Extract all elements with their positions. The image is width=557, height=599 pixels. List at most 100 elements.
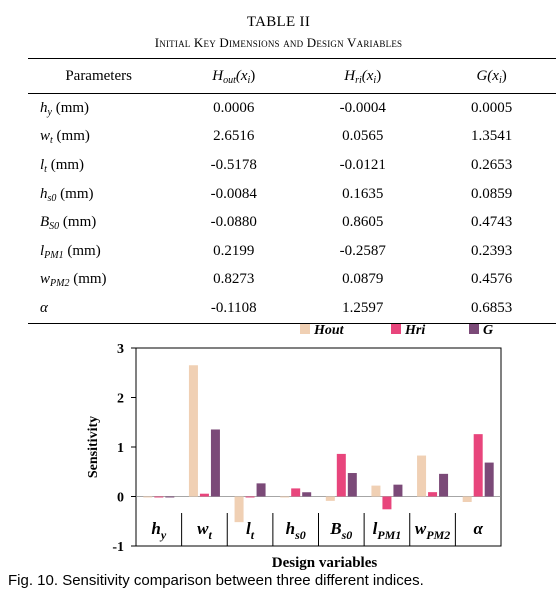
header-hri-sub: ri xyxy=(355,74,362,86)
param-unit: (mm) xyxy=(46,156,85,173)
y-tick-label: 2 xyxy=(117,392,124,407)
header-hout: Hout(xi) xyxy=(169,58,299,94)
header-hri-arg: (x xyxy=(361,67,374,84)
bar-hout xyxy=(371,485,381,497)
bar-g xyxy=(302,492,312,497)
y-tick-label: 0 xyxy=(117,491,124,506)
header-hout-sub: out xyxy=(223,74,236,86)
table-row: hy (mm) 0.0006 -0.0004 0.0005 xyxy=(28,94,556,123)
param-subscript: t xyxy=(50,135,53,147)
parameter-cell: lt (mm) xyxy=(28,151,169,180)
g-value: 0.4743 xyxy=(470,214,513,231)
param-symbol: l xyxy=(40,156,45,173)
bar-hri xyxy=(154,496,164,498)
hout-value: 0.8273 xyxy=(213,271,255,288)
legend-label: G xyxy=(483,323,493,338)
bar-hout xyxy=(417,455,427,497)
param-subscript: PM2 xyxy=(50,278,70,290)
bar-hout xyxy=(188,365,198,497)
table-row: BS0 (mm) -0.0880 0.8605 0.4743 xyxy=(28,208,556,237)
bar-hout xyxy=(280,496,290,498)
bar-hri xyxy=(428,492,438,497)
bar-hri xyxy=(382,496,392,510)
hout-value: 2.6516 xyxy=(213,128,255,145)
category-label-main: h xyxy=(286,519,295,538)
category-label-main: α xyxy=(473,519,483,538)
bar-hout xyxy=(462,496,472,502)
bar-hri xyxy=(199,493,209,497)
hri-value: 0.0879 xyxy=(342,271,384,288)
hout-value: -0.0880 xyxy=(210,214,257,231)
y-tick-label: -1 xyxy=(112,540,124,555)
param-unit: (mm) xyxy=(63,242,101,259)
category-label-sub: s0 xyxy=(294,528,306,542)
param-unit: (mm) xyxy=(56,185,94,202)
header-g-main: G xyxy=(476,67,488,84)
header-hri: Hri(xi) xyxy=(298,58,428,94)
header-hout-main: H xyxy=(212,67,224,84)
g-value: 0.6853 xyxy=(427,294,556,324)
legend-label: Hri xyxy=(404,323,425,338)
bar-hri xyxy=(473,434,483,497)
header-g-arg: (x xyxy=(487,67,499,84)
table-row: hs0 (mm) -0.0084 0.1635 0.0859 xyxy=(28,180,556,209)
header-parameters: Parameters xyxy=(28,58,170,94)
category-label-sub: t xyxy=(251,528,255,542)
category-label-sub: t xyxy=(208,528,212,542)
category-label: lPM1 xyxy=(373,519,402,542)
bar-g xyxy=(256,483,266,497)
header-hri-main: H xyxy=(344,67,356,84)
param-subscript: s0 xyxy=(47,192,57,204)
g-value: 0.2393 xyxy=(470,242,513,259)
param-symbol: l xyxy=(40,242,45,259)
y-axis-title: Sensitivity xyxy=(86,416,101,478)
table-subtitle: Initial Key Dimensions and Design Variab… xyxy=(154,35,403,50)
bar-hout xyxy=(325,496,335,501)
category-label-main: B xyxy=(329,519,341,538)
category-label-main: l xyxy=(246,519,251,538)
bar-hout xyxy=(143,496,153,498)
g-value: 0.0005 xyxy=(470,99,513,116)
param-symbol: B xyxy=(40,214,50,231)
legend-item-hout: Hout xyxy=(300,323,345,338)
param-unit: (mm) xyxy=(69,271,107,288)
header-hri-argsub: i xyxy=(373,74,377,86)
header-g-argsub: i xyxy=(498,74,502,86)
legend-swatch xyxy=(469,324,479,334)
hout-value: -0.0084 xyxy=(210,185,257,202)
bar-g xyxy=(165,496,175,498)
category-label: wPM2 xyxy=(415,519,450,542)
category-label-sub: PM2 xyxy=(426,528,450,542)
bar-hri xyxy=(291,488,301,497)
legend-item-g: G xyxy=(469,323,493,338)
param-unit: (mm) xyxy=(59,214,97,231)
param-unit: (mm) xyxy=(51,99,90,116)
y-tick-label: 1 xyxy=(117,441,124,456)
category-label: hs0 xyxy=(286,519,306,542)
g-value: 0.2653 xyxy=(470,156,513,173)
legend-item-hri: Hri xyxy=(391,323,425,338)
table-row: wt (mm) 2.6516 0.0565 1.3541 xyxy=(28,123,556,152)
category-label: hy xyxy=(151,519,166,542)
table-row: wPM2 (mm) 0.8273 0.0879 0.4576 xyxy=(28,266,556,295)
bar-hri xyxy=(336,453,346,497)
param-subscript: t xyxy=(44,163,47,175)
g-value: 0.4576 xyxy=(470,271,513,288)
x-axis-title: Design variables xyxy=(272,555,378,571)
table-row: α -0.1108 1.2597 0.6853 xyxy=(28,294,556,324)
bar-g xyxy=(439,473,449,497)
g-value: 1.3541 xyxy=(470,128,513,145)
category-label-main: w xyxy=(197,519,209,538)
hri-value: -0.0121 xyxy=(339,156,386,173)
parameter-cell: wPM2 (mm) xyxy=(28,266,169,295)
figure-caption: Fig. 10. Sensitivity comparison between … xyxy=(8,572,424,589)
header-hri-close: ) xyxy=(376,67,382,84)
header-g: G(xi) xyxy=(427,58,556,94)
category-label: Bs0 xyxy=(329,519,352,542)
param-subscript: PM1 xyxy=(44,249,64,261)
hri-value: -0.0004 xyxy=(339,99,386,116)
category-label-sub: y xyxy=(159,528,167,542)
parameter-cell: wt (mm) xyxy=(28,123,169,152)
param-unit: (mm) xyxy=(52,128,90,145)
